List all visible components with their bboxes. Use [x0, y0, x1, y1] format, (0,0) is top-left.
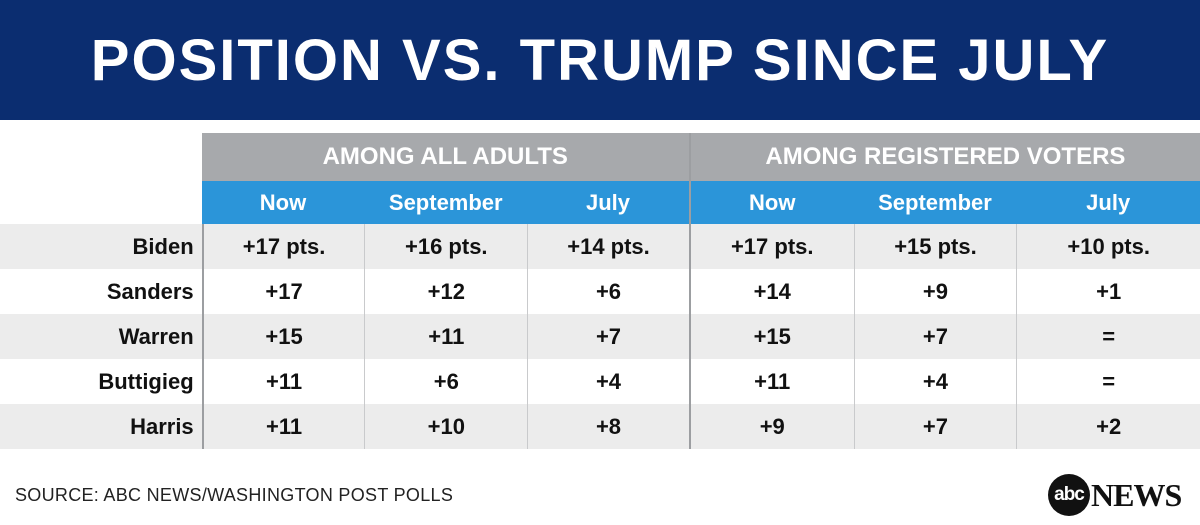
group-divider [688, 224, 691, 269]
table-row: Biden +17 pts. +16 pts. +14 pts. +17 pts. +15… [0, 224, 1200, 269]
table-cell: +11 [201, 359, 365, 404]
table-cell: +17 [201, 269, 365, 314]
table-cell: +11 [201, 404, 365, 449]
column-header: September [853, 181, 1017, 224]
group-divider [688, 269, 691, 314]
column-header: Now [201, 181, 365, 224]
table-cell: +1 [1016, 269, 1200, 314]
table-row: Harris +11 +10 +8 +9 +7 +2 [0, 404, 1200, 449]
table-cell: +4 [853, 359, 1017, 404]
abc-news-logo: abc NEWS [1048, 474, 1182, 516]
table-cell: = [1016, 314, 1200, 359]
table-cell: +10 pts. [1016, 224, 1200, 269]
table-cell: +11 [364, 314, 527, 359]
table-cell: +10 [364, 404, 527, 449]
row-label: Sanders [106, 278, 194, 304]
group-header-all-adults: AMONG ALL ADULTS [201, 133, 689, 181]
column-header: Now [690, 181, 854, 224]
table-cell: +17 pts. [730, 233, 814, 259]
table-cell: +16 pts. [364, 224, 527, 269]
row-label: Buttigieg [98, 368, 194, 394]
table-body: Biden +17 pts. +16 pts. +14 pts. +17 pts. +15… [0, 224, 1200, 449]
group-divider [688, 404, 691, 449]
table-cell: +7 [853, 314, 1017, 359]
source-note: SOURCE: ABC NEWS/WASHINGTON POST POLLS [15, 485, 454, 505]
table-cell: +14 pts. [527, 224, 689, 269]
group-header-registered-voters: AMONG REGISTERED VOTERS [690, 133, 1200, 181]
table-cell: +15 [753, 323, 791, 349]
table-cell: +15 pts. [853, 224, 1017, 269]
group-header-row: AMONG ALL ADULTS AMONG REGISTERED VOTERS [0, 133, 1200, 181]
table-cell: +15 [201, 314, 365, 359]
table-cell: +9 [759, 413, 785, 439]
table-cell: +6 [364, 359, 527, 404]
column-header: July [1016, 181, 1200, 224]
table-cell: +7 [527, 314, 689, 359]
row-label: Biden [0, 224, 202, 269]
group-divider [688, 314, 691, 359]
abc-logo-icon: abc [1048, 474, 1090, 516]
table-cell: +2 [1016, 404, 1200, 449]
table-row: Sanders +17 +12 +6 +14 +9 +1 [0, 269, 1200, 314]
row-label: Warren [0, 314, 202, 359]
table-row: Warren +15 +11 +7 +15 +7 = [0, 314, 1200, 359]
table-row: Buttigieg +11 +6 +4 +11 +4 = [0, 359, 1200, 404]
column-header: July [527, 181, 689, 224]
table-cell: +9 [853, 269, 1017, 314]
row-label: Harris [0, 404, 202, 449]
table-cell: = [1016, 359, 1200, 404]
column-header: September [364, 181, 528, 224]
group-divider [688, 359, 691, 404]
table-cell: +6 [527, 269, 689, 314]
table-cell: +17 pts. [201, 224, 365, 269]
logo-news-text: NEWS [1091, 476, 1182, 513]
title-banner: POSITION VS. TRUMP SINCE JULY [0, 0, 1200, 120]
column-header-row: Now September July Now September July [0, 181, 1200, 224]
table-cell: +8 [527, 404, 689, 449]
table-cell: +7 [853, 404, 1017, 449]
table-cell: +14 [753, 278, 791, 304]
poll-table: AMONG ALL ADULTS AMONG REGISTERED VOTERS… [0, 133, 1200, 449]
table-cell: +4 [527, 359, 689, 404]
table-cell: +11 [754, 368, 791, 394]
table-cell: +12 [364, 269, 527, 314]
chart-title: POSITION VS. TRUMP SINCE JULY [90, 27, 1110, 93]
